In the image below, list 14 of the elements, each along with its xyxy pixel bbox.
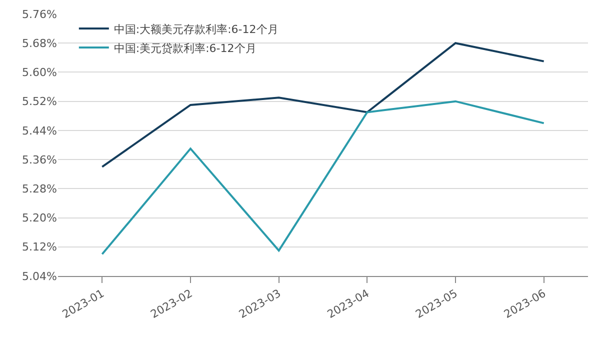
y-tick-label: 5.28% [22,182,57,196]
y-tick-label: 5.76% [22,8,57,21]
y-tick-label: 5.60% [22,66,57,80]
y-tick-label: 5.20% [22,212,57,225]
y-tick-label: 5.12% [22,240,57,254]
line-series [101,100,545,256]
legend-label: 中国:大额美元存款利率:6-12个月 [114,22,278,36]
y-tick-label: 5.36% [22,153,57,166]
y-tick-label: 5.04% [22,270,57,283]
y-tick-label: 5.52% [22,95,57,108]
y-tick-label: 5.68% [22,36,57,50]
y-tick-label: 5.44% [22,124,57,138]
legend-label: 中国:美元贷款利率:6-12个月 [114,42,256,55]
line-series [101,42,545,168]
